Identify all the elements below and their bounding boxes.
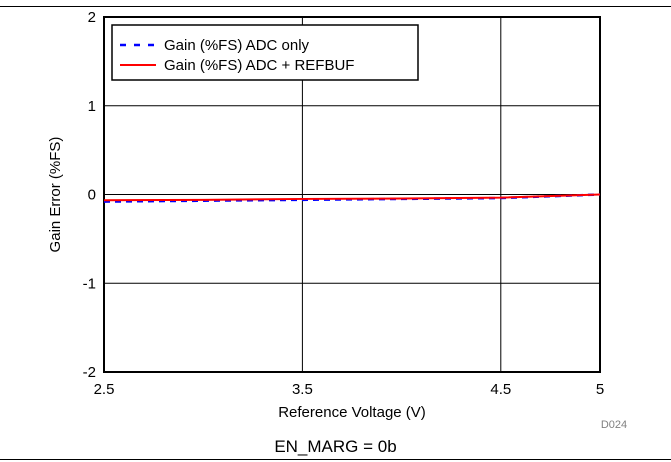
y-axis-label: Gain Error (%FS) [47, 137, 64, 253]
x-tick-label-2: 4.5 [490, 381, 511, 398]
y-tick-label-0: -2 [83, 364, 96, 381]
legend: Gain (%FS) ADC only Gain (%FS) ADC + REF… [111, 24, 419, 81]
legend-label-adc-only: Gain (%FS) ADC only [164, 37, 310, 54]
top-rule [0, 6, 671, 7]
y-tick-label-3: 1 [88, 98, 96, 115]
legend-label-adc-refbuf: Gain (%FS) ADC + REFBUF [164, 57, 354, 74]
x-tick-label-0: 2.5 [94, 381, 115, 398]
y-tick-label-1: -1 [83, 275, 96, 292]
x-tick-label-3: 5 [596, 381, 604, 398]
figure-id: D024 [601, 419, 627, 431]
y-tick-label-4: 2 [88, 9, 96, 26]
chart-caption: EN_MARG = 0b [274, 437, 397, 456]
series-line-1 [103, 193, 601, 202]
y-tick-label-2: 0 [88, 187, 96, 204]
x-tick-label-1: 3.5 [292, 381, 313, 398]
tick-labels: 2.5 3.5 4.5 5 -2 -1 0 1 2 [83, 9, 605, 398]
series-lines [103, 193, 601, 203]
x-axis-label: Reference Voltage (V) [278, 404, 426, 421]
legend-box [111, 24, 419, 81]
bottom-rule [0, 459, 671, 460]
